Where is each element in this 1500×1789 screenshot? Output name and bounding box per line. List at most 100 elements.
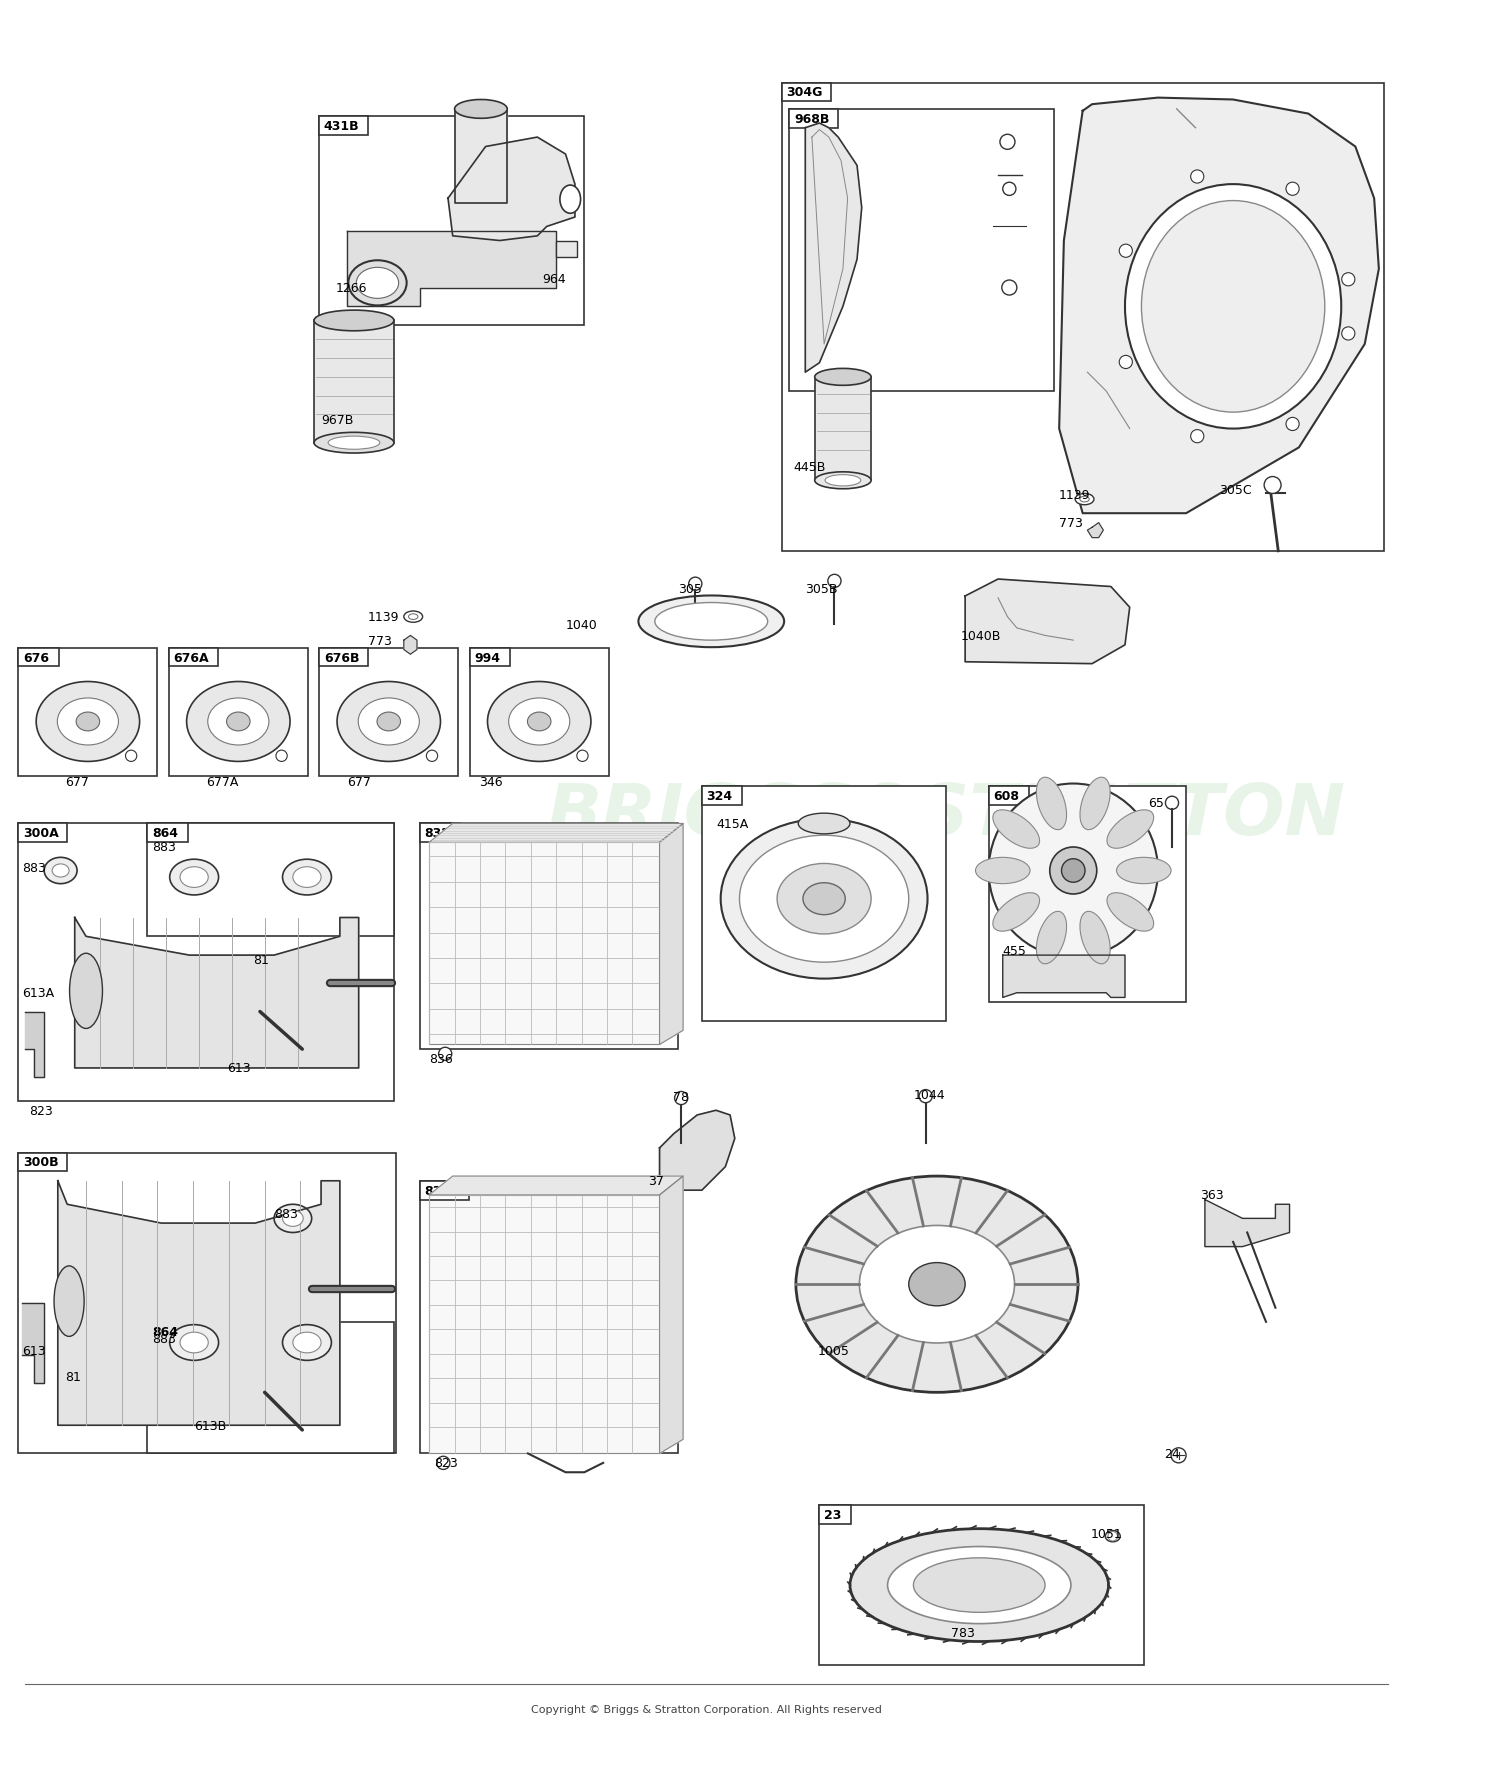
Text: 1005: 1005 [818,1344,849,1356]
Polygon shape [454,109,507,204]
Ellipse shape [777,864,871,934]
Circle shape [1341,274,1354,286]
Ellipse shape [170,1326,219,1361]
Ellipse shape [1036,912,1066,964]
Circle shape [276,751,286,762]
Text: 823: 823 [30,1104,54,1116]
Ellipse shape [54,1267,84,1336]
Ellipse shape [639,596,784,648]
Text: 305C: 305C [1220,483,1251,497]
Text: 300A: 300A [22,827,58,839]
Text: 832A: 832A [424,1184,460,1197]
Circle shape [126,751,136,762]
Ellipse shape [186,682,290,762]
Circle shape [920,1090,932,1104]
Text: 1051: 1051 [1090,1528,1122,1540]
Text: 613A: 613A [22,988,54,1000]
Text: 305: 305 [678,583,702,596]
Text: 23: 23 [824,1508,842,1521]
Ellipse shape [988,784,1158,957]
Ellipse shape [815,472,872,490]
Bar [470,648,609,776]
Circle shape [1166,796,1179,810]
Circle shape [1004,182,1016,197]
Bar [815,377,872,481]
Text: 864: 864 [152,1326,178,1338]
Ellipse shape [1080,778,1110,830]
Ellipse shape [338,682,441,762]
Ellipse shape [528,712,550,732]
Ellipse shape [1107,893,1154,932]
Circle shape [1172,1447,1186,1463]
Text: 676A: 676A [174,651,208,664]
Ellipse shape [850,1530,1108,1642]
Text: 967B: 967B [321,413,354,426]
Ellipse shape [1050,848,1096,894]
Polygon shape [22,1302,44,1383]
Text: 608: 608 [993,789,1020,801]
Ellipse shape [1116,859,1172,884]
Polygon shape [1004,955,1125,998]
Ellipse shape [44,859,76,884]
Ellipse shape [975,859,1030,884]
Circle shape [578,751,588,762]
Text: 324: 324 [706,789,732,801]
Ellipse shape [740,835,909,962]
Circle shape [1119,356,1132,369]
Ellipse shape [1076,494,1094,506]
Text: 883: 883 [274,1208,298,1220]
Text: 81: 81 [254,954,270,966]
Ellipse shape [815,369,872,386]
Bar [789,109,1054,392]
Text: 832: 832 [424,827,450,839]
Bar [420,825,460,843]
Ellipse shape [656,603,768,640]
Text: 81: 81 [66,1370,81,1383]
Bar [702,787,742,805]
Bar [18,1152,68,1172]
Text: 883: 883 [22,862,46,875]
Ellipse shape [314,311,394,331]
Polygon shape [660,1111,735,1190]
Bar [420,825,678,1050]
Ellipse shape [720,819,927,979]
Ellipse shape [357,268,399,299]
Text: 677: 677 [66,775,88,789]
Ellipse shape [170,861,219,896]
Text: BRIGGS&STRATTON: BRIGGS&STRATTON [546,780,1346,850]
Ellipse shape [825,476,861,487]
Polygon shape [660,1177,682,1454]
Polygon shape [1204,1200,1290,1247]
Circle shape [1191,431,1204,444]
Text: 773: 773 [1059,517,1083,530]
Circle shape [1119,245,1132,258]
Ellipse shape [993,810,1039,848]
Circle shape [426,751,438,762]
Ellipse shape [314,433,394,454]
Bar [147,1322,394,1454]
Circle shape [1002,281,1017,295]
Text: 346: 346 [478,775,502,789]
Text: 363: 363 [1200,1188,1224,1202]
Text: 964: 964 [542,272,566,286]
Bar [18,825,68,843]
Polygon shape [448,138,574,242]
Bar [18,648,58,667]
Bar [18,648,158,776]
Text: 864: 864 [152,827,178,839]
Bar [470,648,510,667]
Ellipse shape [53,864,69,878]
Ellipse shape [888,1547,1071,1624]
Text: 65: 65 [1149,796,1164,810]
Ellipse shape [914,1558,1046,1612]
Ellipse shape [180,868,209,887]
Bar [147,825,188,843]
Polygon shape [404,637,417,655]
Text: 415A: 415A [716,818,748,830]
Circle shape [1286,182,1299,197]
Text: Copyright © Briggs & Stratton Corporation. All Rights reserved: Copyright © Briggs & Stratton Corporatio… [531,1705,882,1714]
Text: 836: 836 [429,1052,453,1066]
Text: 613B: 613B [194,1419,226,1431]
Ellipse shape [226,712,251,732]
Ellipse shape [358,698,420,746]
